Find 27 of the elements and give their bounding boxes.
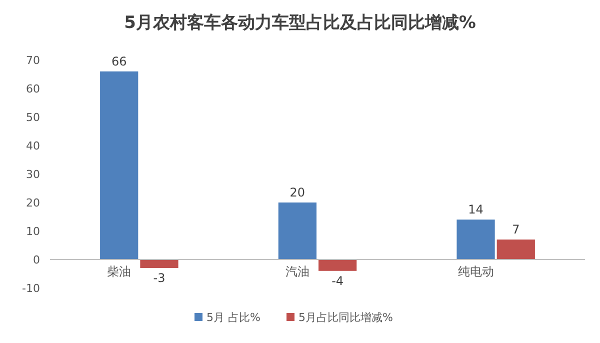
legend-label: 5月 占比% (206, 311, 260, 324)
y-tick-label: -10 (22, 282, 40, 295)
data-label: 20 (290, 186, 306, 200)
y-tick-label: 60 (26, 82, 40, 96)
y-tick-label: 0 (33, 254, 40, 266)
bar (100, 71, 138, 260)
y-tick-label: 30 (26, 168, 40, 181)
y-tick-label: 40 (26, 140, 40, 152)
chart-title: 5月农村客车各动力车型占比及占比同比增减% (124, 13, 476, 33)
y-tick-label: 50 (26, 111, 40, 124)
legend-label: 5月占比同比增减% (298, 311, 393, 324)
data-label: -4 (332, 274, 344, 288)
y-tick-label: 20 (26, 196, 40, 210)
x-tick-label: 汽油 (285, 264, 310, 278)
y-tick-label: 70 (26, 54, 40, 67)
x-tick-label: 纯电动 (458, 264, 494, 278)
data-label: 66 (111, 54, 127, 68)
x-tick-label: 柴油 (107, 264, 132, 278)
bar (278, 202, 316, 260)
bar (456, 220, 495, 260)
bar (496, 240, 535, 260)
data-label: 7 (512, 222, 520, 237)
data-label: 14 (468, 202, 484, 217)
data-label: -3 (153, 271, 166, 286)
bar (318, 260, 357, 271)
bar (140, 260, 178, 268)
y-tick-label: 10 (26, 225, 40, 238)
